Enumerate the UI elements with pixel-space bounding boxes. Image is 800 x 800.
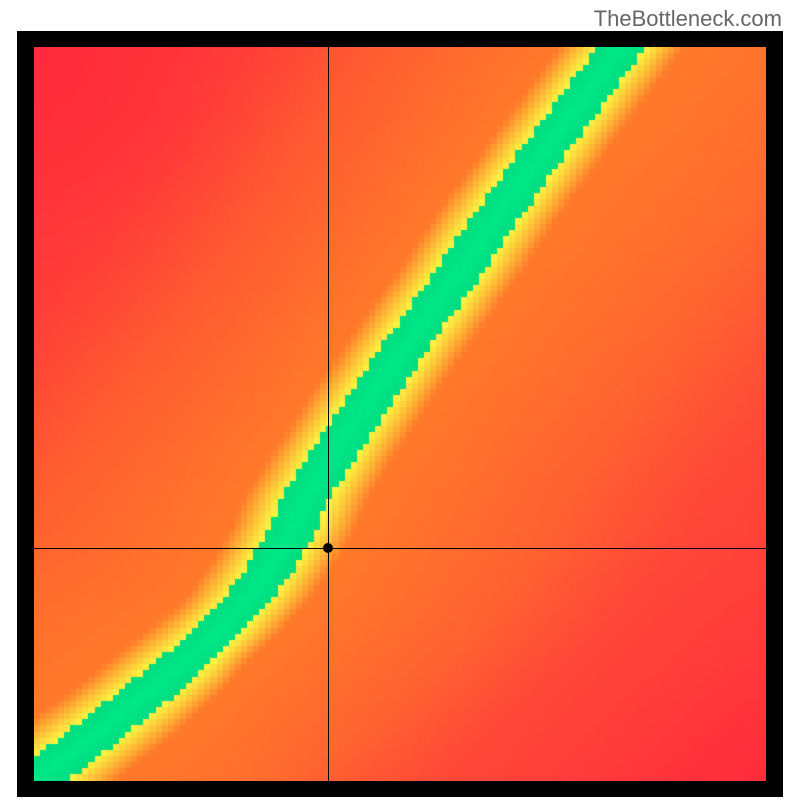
crosshair-marker (323, 543, 333, 553)
crosshair-horizontal (34, 548, 766, 549)
crosshair-vertical (328, 47, 329, 781)
heatmap-plot (34, 47, 766, 781)
heatmap-canvas (34, 47, 766, 781)
watermark: TheBottleneck.com (594, 6, 782, 32)
